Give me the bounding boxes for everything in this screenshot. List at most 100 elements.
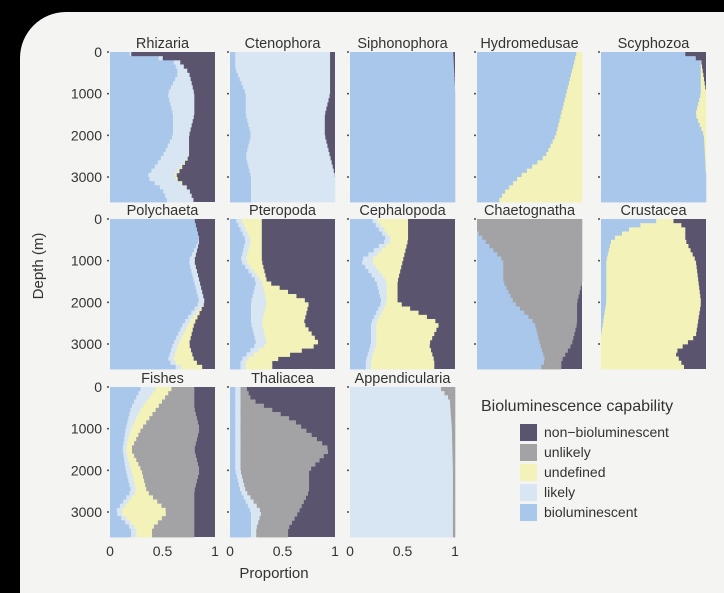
band-unlikely — [165, 395, 195, 400]
band-likely — [163, 152, 190, 157]
band-undefined — [187, 323, 194, 328]
band-likely — [376, 281, 388, 287]
band-bioluminescent — [110, 152, 164, 157]
band-bioluminescent — [350, 219, 373, 224]
band-bioluminescent — [110, 235, 200, 241]
band-bioluminescent — [230, 77, 240, 82]
band-undefined — [640, 223, 682, 228]
band-bioluminescent — [110, 273, 193, 278]
band-bioluminescent — [350, 185, 456, 190]
band-likely — [169, 352, 176, 357]
band-undefined — [386, 294, 398, 299]
band-unlikely — [452, 445, 456, 450]
x-tick-label: 0 — [226, 543, 234, 559]
y-tick-mark — [107, 511, 109, 513]
y-tick-label: 2000 — [71, 294, 102, 310]
band-likely — [350, 512, 454, 517]
band-bioluminescent — [601, 248, 610, 253]
band-undefined — [601, 364, 684, 370]
y-tick-label: 2000 — [71, 127, 102, 143]
band-unlikely — [503, 269, 583, 274]
band-unlikely — [524, 310, 578, 316]
band-bioluminescent — [110, 60, 175, 65]
band-bioluminescent — [110, 407, 131, 413]
band-bioluminescent — [230, 356, 243, 362]
band-undefined — [601, 360, 682, 366]
band-unlikely — [256, 528, 289, 534]
panel-title: Pteropoda — [249, 203, 317, 219]
band-likely — [126, 495, 132, 500]
band-undefined — [259, 277, 267, 282]
band-unlikely — [132, 449, 195, 455]
band-unlikely — [532, 319, 578, 324]
band-likely — [245, 93, 330, 99]
band-undefined — [152, 391, 169, 396]
band-undefined — [608, 248, 691, 253]
band-undefined — [387, 231, 409, 237]
band-likely — [240, 360, 247, 366]
band-likely — [252, 294, 266, 299]
band-likely — [168, 93, 195, 99]
band-bioluminescent — [477, 339, 540, 345]
y-tick-mark — [474, 134, 476, 137]
band-bioluminescent — [350, 277, 375, 282]
band-bioluminescent — [601, 52, 686, 57]
band-bioluminescent — [350, 152, 456, 157]
band-likely — [242, 252, 248, 257]
band-bioluminescent — [230, 172, 251, 178]
band-likely — [380, 302, 386, 307]
band-bioluminescent — [110, 319, 186, 324]
band-unlikely — [452, 432, 456, 438]
band-bioluminescent — [230, 532, 252, 538]
band-undefined — [703, 131, 707, 136]
band-bioluminescent — [601, 97, 700, 103]
band-bioluminescent — [477, 152, 547, 157]
band-likely — [350, 474, 454, 480]
y-tick-mark — [347, 511, 349, 513]
band-bioluminescent — [230, 327, 253, 332]
band-bioluminescent — [230, 466, 236, 471]
band-likely — [249, 168, 334, 174]
band-likely — [240, 227, 247, 232]
panel-cephalopoda: Cephalopoda — [347, 203, 455, 370]
panel-hydromedusae: Hydromedusae — [474, 36, 583, 203]
band-bioluminescent — [477, 135, 555, 140]
band-bioluminescent — [230, 391, 236, 396]
band-unlikely — [253, 499, 304, 505]
band-bioluminescent — [601, 294, 607, 299]
band-likely — [171, 106, 195, 111]
band-likely — [350, 487, 454, 492]
band-likely — [350, 403, 451, 409]
band-undefined — [698, 118, 707, 124]
band-bioluminescent — [350, 327, 372, 332]
band-bioluminescent — [477, 118, 560, 124]
band-likely — [122, 449, 127, 455]
band-likely — [245, 102, 328, 107]
band-bioluminescent — [350, 310, 377, 316]
band-undefined — [380, 223, 409, 228]
band-bioluminescent — [350, 260, 363, 266]
band-unlikely — [452, 499, 456, 505]
band-likely — [244, 89, 331, 95]
band-bioluminescent — [350, 239, 385, 245]
band-unlikely — [242, 474, 310, 480]
band-undefined — [601, 331, 697, 337]
band-undefined — [253, 352, 291, 357]
band-unlikely — [244, 482, 310, 488]
band-likely — [350, 503, 454, 509]
band-likely — [251, 181, 336, 186]
band-undefined — [700, 68, 703, 74]
band-bioluminescent — [110, 156, 162, 161]
band-bioluminescent — [350, 131, 456, 136]
band-bioluminescent — [350, 177, 456, 182]
legend: Bioluminescence capability non−biolumine… — [481, 398, 673, 521]
band-bioluminescent — [110, 189, 164, 195]
band-bioluminescent — [230, 223, 239, 228]
band-bioluminescent — [601, 164, 706, 170]
band-bioluminescent — [110, 445, 124, 450]
band-undefined — [389, 239, 408, 245]
band-unlikely — [171, 387, 195, 392]
band-likely — [148, 172, 175, 178]
band-bioluminescent — [110, 147, 166, 153]
panel-ctenophora: Ctenophora — [227, 36, 336, 203]
